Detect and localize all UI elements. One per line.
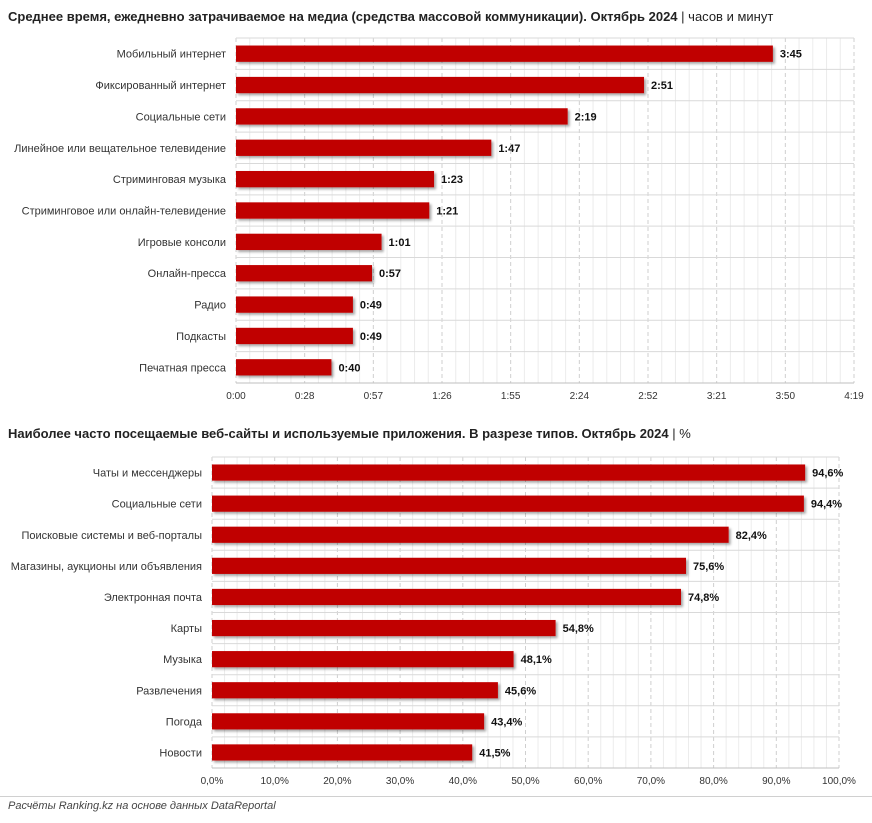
- chart2-value-label: 94,6%: [812, 468, 843, 480]
- chart1-category-label: Стриминговое или онлайн-телевидение: [22, 206, 226, 218]
- chart2-x-tick-label: 0,0%: [201, 776, 224, 787]
- chart1-value-label: 0:57: [379, 268, 401, 280]
- chart2-value-label: 48,1%: [521, 654, 552, 666]
- chart1-category-label: Линейное или вещательное телевидение: [14, 143, 226, 155]
- chart1-x-tick-label: 2:52: [638, 391, 658, 402]
- chart1-value-label: 1:21: [436, 206, 458, 218]
- chart1-x-tick-label: 1:26: [432, 391, 452, 402]
- chart2-bar: [212, 464, 806, 481]
- chart1-value-label: 3:45: [780, 49, 802, 61]
- chart2-value-label: 41,5%: [479, 747, 510, 759]
- chart1-category-label: Игровые консоли: [138, 237, 226, 249]
- chart2-category-label: Социальные сети: [112, 499, 202, 511]
- chart2-unit-separator: |: [672, 426, 680, 441]
- chart1-bar: [236, 170, 435, 188]
- chart2-category-label: Электронная почта: [104, 592, 203, 604]
- chart1-x-tick-label: 2:24: [570, 391, 590, 402]
- chart1-category-label: Онлайн-пресса: [148, 268, 227, 280]
- chart2-x-tick-label: 10,0%: [261, 776, 289, 787]
- chart2-title: Наиболее часто посещаемые веб-сайты и ис…: [8, 426, 691, 441]
- chart2-value-label: 94,4%: [811, 499, 842, 511]
- chart2-x-tick-label: 90,0%: [762, 776, 790, 787]
- chart1-bar: [236, 139, 492, 156]
- chart2-bar: [212, 588, 681, 606]
- chart2-bar: [212, 682, 498, 699]
- chart1-category-label: Фиксированный интернет: [95, 80, 226, 92]
- chart1-bar: [236, 359, 332, 376]
- chart1-x-tick-label: 1:55: [501, 391, 521, 402]
- chart1-bar: [236, 265, 373, 282]
- chart1-x-tick-label: 0:00: [226, 391, 246, 402]
- chart1-x-tick-label: 4:19: [844, 391, 864, 402]
- chart1-value-label: 1:47: [498, 143, 520, 155]
- chart2-value-label: 82,4%: [736, 530, 767, 542]
- footer-divider: [0, 796, 872, 797]
- chart2-x-tick-label: 30,0%: [386, 776, 414, 787]
- chart2-bar: [212, 713, 485, 730]
- chart2-category-label: Магазины, аукционы или объявления: [11, 561, 202, 573]
- chart1-title: Среднее время, ежедневно затрачиваемое н…: [8, 9, 773, 24]
- chart2-value-label: 43,4%: [491, 716, 522, 728]
- chart1-x-tick-label: 0:57: [364, 391, 384, 402]
- chart2-bar: [212, 557, 687, 574]
- chart2-value-label: 75,6%: [693, 561, 724, 573]
- chart2-bar: [212, 619, 556, 637]
- chart2-x-tick-label: 20,0%: [323, 776, 351, 787]
- footer-source: Расчёты Ranking.kz на основе данных Data…: [8, 800, 276, 812]
- chart1-value-label: 0:49: [360, 300, 382, 312]
- chart1-category-label: Радио: [194, 300, 226, 312]
- chart2-category-label: Поисковые системы и веб-порталы: [21, 530, 202, 542]
- chart1-category-label: Социальные сети: [136, 111, 226, 123]
- chart2-x-tick-label: 60,0%: [574, 776, 602, 787]
- chart1-bar: [236, 296, 353, 313]
- chart1-bar: [236, 327, 353, 345]
- chart2-bar: [212, 495, 804, 512]
- chart1-unit-separator: |: [681, 9, 689, 24]
- chart1-category-label: Стриминговая музыка: [113, 174, 227, 186]
- chart1-x-tick-label: 3:21: [707, 391, 727, 402]
- chart2-x-tick-label: 70,0%: [637, 776, 665, 787]
- chart2-title-text: Наиболее часто посещаемые веб-сайты и ис…: [8, 426, 669, 441]
- chart1-title-text: Среднее время, ежедневно затрачиваемое н…: [8, 9, 678, 24]
- chart2-plot: 0,0% 10,0% 20,0% 30,0% 40,0% 50,0% 60,0% 70,0% 8…: [11, 456, 856, 787]
- chart2-bar: [212, 526, 729, 543]
- chart1-category-label: Подкасты: [176, 331, 226, 343]
- chart1-value-label: 0:49: [360, 331, 382, 343]
- chart1-category-label: Печатная пресса: [139, 362, 227, 374]
- chart2-x-tick-label: 100,0%: [822, 776, 856, 787]
- chart2-category-label: Погода: [166, 716, 203, 728]
- chart1-value-label: 2:19: [575, 111, 597, 123]
- chart1-x-tick-label: 3:50: [776, 391, 796, 402]
- chart1-bar: [236, 202, 430, 219]
- chart1-bar: [236, 45, 773, 62]
- chart2-category-label: Музыка: [163, 654, 203, 666]
- chart1-value-label: 1:23: [441, 174, 463, 186]
- chart1-unit: часов и минут: [688, 9, 774, 24]
- chart2-category-label: Чаты и мессенджеры: [93, 468, 202, 480]
- chart1-value-label: 0:40: [338, 362, 360, 374]
- chart2-x-tick-label: 80,0%: [699, 776, 727, 787]
- chart2-value-label: 45,6%: [505, 685, 536, 697]
- chart2-category-label: Карты: [171, 623, 202, 635]
- chart1-plot: 0:00 0:28 0:57 1:26 1:55 2:24 2:52 3:21 3:50 4:19…: [14, 37, 864, 402]
- chart1-x-tick-label: 0:28: [295, 391, 315, 402]
- chart2-category-label: Развлечения: [136, 685, 202, 697]
- chart1-category-label: Мобильный интернет: [117, 49, 226, 61]
- chart1-bar: [236, 76, 645, 94]
- chart2-bar: [212, 744, 473, 761]
- chart1-bar: [236, 233, 382, 251]
- chart2-bar: [212, 651, 514, 668]
- chart2-x-tick-label: 40,0%: [449, 776, 477, 787]
- chart2-value-label: 74,8%: [688, 592, 719, 604]
- chart2-x-tick-label: 50,0%: [511, 776, 539, 787]
- chart1-value-label: 1:01: [389, 237, 411, 249]
- chart1-bar: [236, 108, 568, 125]
- chart2-unit: %: [679, 426, 691, 441]
- chart2-category-label: Новости: [159, 747, 202, 759]
- chart1-value-label: 2:51: [651, 80, 673, 92]
- chart2-value-label: 54,8%: [563, 623, 594, 635]
